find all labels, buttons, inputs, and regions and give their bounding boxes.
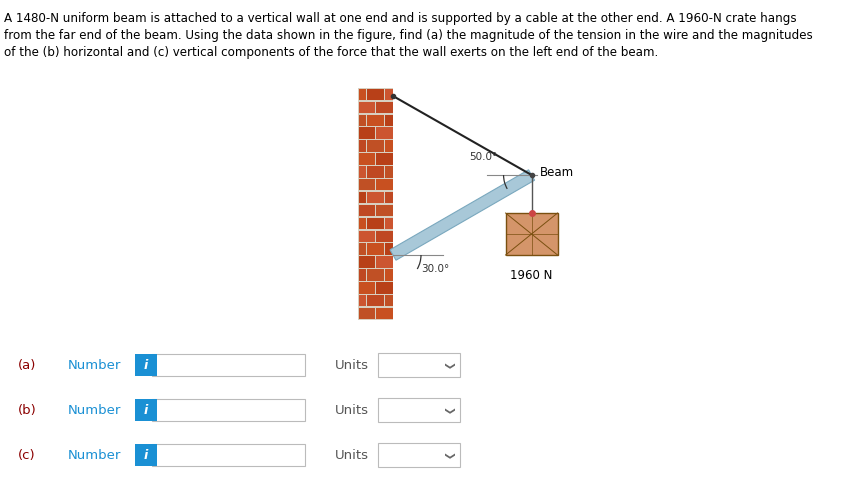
Text: Units: Units — [335, 403, 369, 416]
Text: 1960 N: 1960 N — [511, 269, 553, 282]
Bar — [152, 354, 305, 376]
Bar — [376, 127, 392, 139]
Text: 50.0°: 50.0° — [469, 152, 498, 162]
Bar — [376, 256, 392, 268]
Bar — [152, 444, 305, 466]
Bar — [367, 192, 384, 203]
Text: (b): (b) — [18, 403, 37, 416]
Bar — [376, 179, 392, 190]
Bar — [359, 295, 366, 306]
Bar — [367, 89, 384, 100]
Bar — [359, 115, 366, 126]
Bar — [376, 308, 392, 319]
Text: Units: Units — [335, 449, 369, 462]
Bar — [376, 205, 392, 216]
Bar — [367, 244, 384, 255]
Bar — [359, 244, 366, 255]
Bar — [378, 443, 460, 467]
Text: Beam: Beam — [539, 165, 574, 178]
Bar — [135, 444, 157, 466]
Bar — [359, 256, 375, 268]
Bar — [376, 102, 392, 113]
Bar — [359, 140, 366, 152]
Text: Units: Units — [335, 359, 369, 372]
Bar — [385, 244, 392, 255]
Bar — [385, 140, 392, 152]
Bar — [359, 231, 375, 242]
Text: A 1480-N uniform beam is attached to a vertical wall at one end and is supported: A 1480-N uniform beam is attached to a v… — [4, 12, 813, 59]
Text: i: i — [143, 449, 149, 462]
Text: i: i — [143, 359, 149, 372]
Text: ❯: ❯ — [443, 362, 453, 370]
Bar — [359, 282, 375, 293]
Bar — [376, 282, 392, 293]
Bar — [359, 179, 375, 190]
Bar — [359, 166, 366, 177]
Text: (c): (c) — [18, 449, 35, 462]
Bar — [506, 213, 558, 255]
Bar — [152, 399, 305, 421]
Text: ❯: ❯ — [443, 452, 453, 460]
Bar — [359, 102, 375, 113]
Bar — [385, 89, 392, 100]
Text: (a): (a) — [18, 359, 36, 372]
Bar — [359, 218, 366, 229]
FancyArrow shape — [390, 170, 534, 260]
Bar — [376, 153, 392, 165]
Bar — [385, 218, 392, 229]
Bar — [378, 398, 460, 422]
Text: ❯: ❯ — [443, 407, 453, 415]
Text: Number: Number — [68, 359, 122, 372]
Bar — [359, 308, 375, 319]
Bar — [385, 295, 392, 306]
Bar — [367, 115, 384, 126]
Bar — [359, 127, 375, 139]
Text: 30.0°: 30.0° — [421, 264, 449, 274]
Bar — [385, 115, 392, 126]
Bar — [359, 89, 366, 100]
Bar — [359, 205, 375, 216]
Bar — [359, 269, 366, 281]
Bar — [135, 354, 157, 376]
Bar — [358, 88, 393, 320]
Bar — [367, 218, 384, 229]
Bar — [376, 231, 392, 242]
Bar — [385, 166, 392, 177]
Bar — [367, 269, 384, 281]
Text: i: i — [143, 403, 149, 416]
Bar — [367, 140, 384, 152]
Bar — [385, 192, 392, 203]
Bar — [378, 353, 460, 377]
Bar — [359, 192, 366, 203]
Text: Number: Number — [68, 403, 122, 416]
Bar — [359, 153, 375, 165]
Bar — [367, 166, 384, 177]
Bar — [367, 295, 384, 306]
Bar — [135, 399, 157, 421]
Bar — [385, 269, 392, 281]
Text: Number: Number — [68, 449, 122, 462]
